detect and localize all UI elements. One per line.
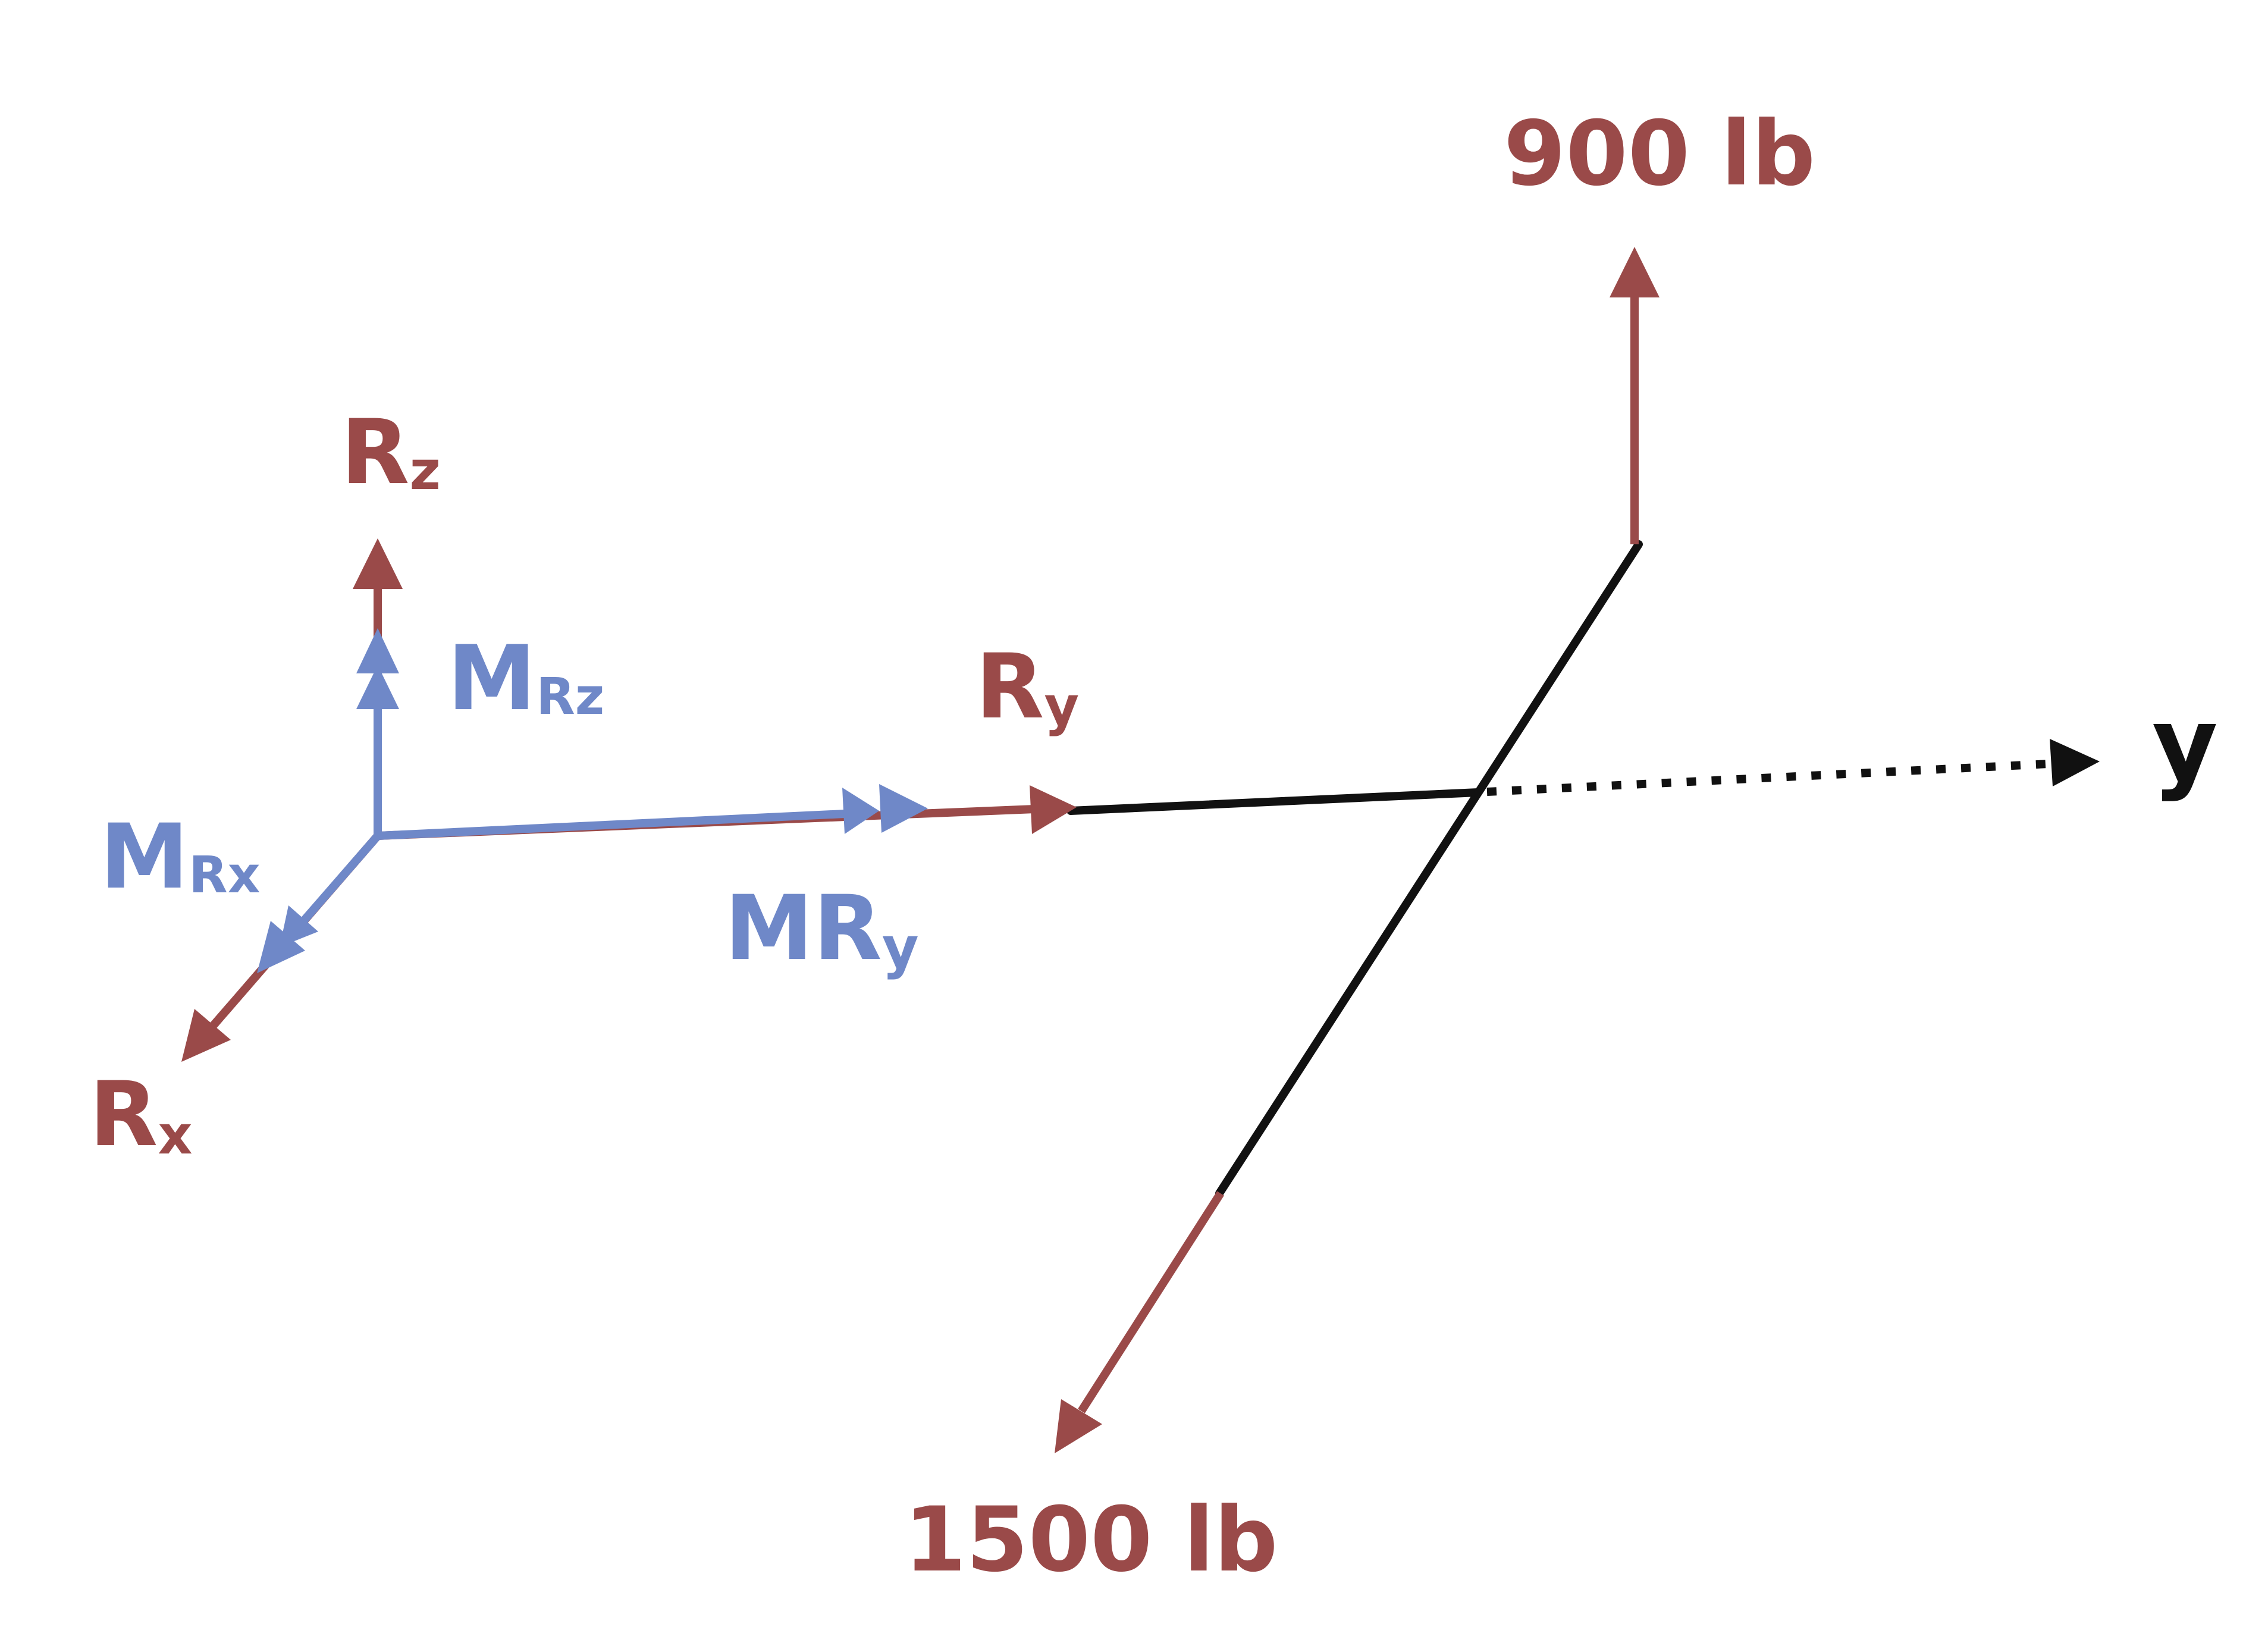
reaction-ry-arrowhead xyxy=(1030,785,1077,834)
reaction-forces xyxy=(181,538,1077,1062)
reaction-label-rx: Rx xyxy=(89,1063,193,1167)
moment-label-mrz: MRz xyxy=(447,627,604,731)
force-1500-shaft xyxy=(1078,1191,1224,1413)
force-900-arrowhead xyxy=(1610,247,1660,297)
y-axis-arrowhead xyxy=(2050,739,2100,786)
member-crank-arm xyxy=(1215,540,1643,1197)
members xyxy=(1066,540,2100,1197)
reaction-label-ry: Ry xyxy=(975,635,1079,739)
reaction-moments xyxy=(257,628,928,973)
moment-mrx-arrowhead-1 xyxy=(280,905,318,947)
reaction-rz-arrowhead xyxy=(353,538,403,589)
y-axis-dotted xyxy=(1486,760,2050,796)
load-label-1500: 1500 lb xyxy=(904,1488,1278,1592)
moment-mrx-arrowhead-2 xyxy=(257,921,305,973)
reaction-rx-arrowhead xyxy=(181,1009,231,1062)
labels: 900 lb 1500 lb y Rz Ry Rx MRz MRx MRy xyxy=(89,102,2218,1592)
reaction-label-rz: Rz xyxy=(341,401,441,504)
member-main-shaft xyxy=(1066,788,1482,815)
moment-mry-arrowhead-1 xyxy=(842,788,879,834)
moment-label-mrx: MRx xyxy=(100,805,261,909)
moment-label-mry: MRy xyxy=(724,877,919,981)
force-1500-arrowhead xyxy=(1055,1399,1102,1453)
axis-label-y: y xyxy=(2152,686,2218,804)
moment-mrx-shaft xyxy=(294,833,381,931)
moment-mrz-arrowhead-1 xyxy=(356,665,399,709)
load-label-900: 900 lb xyxy=(1504,102,1815,206)
moment-mry-arrowhead-2 xyxy=(879,784,928,833)
moment-mry-shaft xyxy=(377,810,845,840)
moment-mrz-arrowhead-2 xyxy=(356,628,399,673)
applied-loads xyxy=(1055,247,1660,1453)
